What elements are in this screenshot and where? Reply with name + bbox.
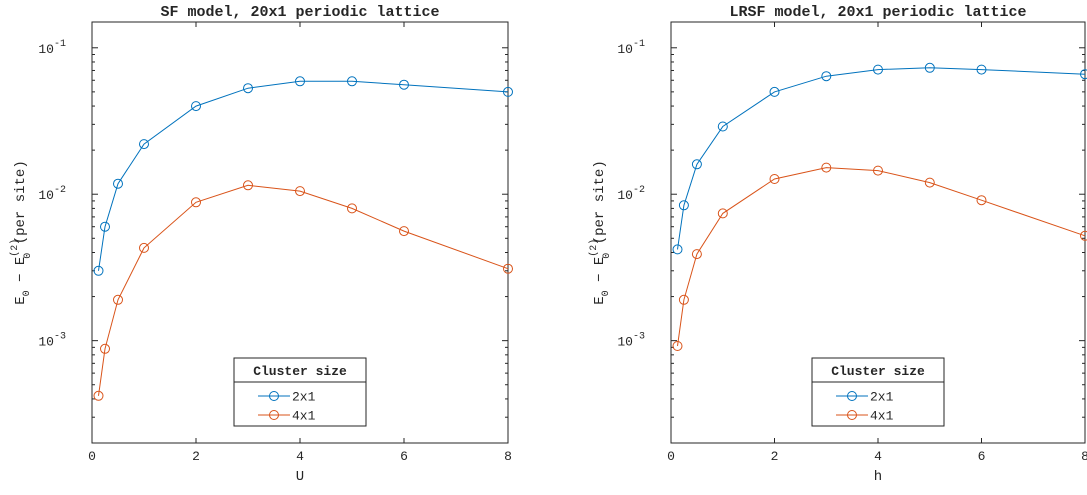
y-tick-label-base: 10: [617, 42, 633, 57]
x-tick-label: 8: [504, 449, 512, 464]
series-line-4x1: [678, 168, 1086, 346]
y-tick-label-base: 10: [38, 335, 54, 350]
legend-entry-label: 2x1: [292, 390, 316, 405]
y-tick-label-base: 10: [617, 188, 633, 203]
legend-title: Cluster size: [831, 364, 925, 379]
y-label-e: E: [592, 296, 608, 304]
series-line-2x1: [99, 81, 509, 270]
y-tick-label: 10-2: [38, 185, 66, 203]
y-label-minus: − E: [13, 257, 29, 291]
y-tick-label: 10-1: [617, 39, 645, 57]
x-tick-label: 0: [667, 449, 675, 464]
x-tick-label: 0: [88, 449, 96, 464]
x-axis-label: h: [874, 469, 882, 485]
y-tick-label-exponent: -3: [54, 332, 66, 343]
y-tick-label: 10-3: [617, 332, 645, 350]
y-label-tail: (per site): [592, 160, 608, 252]
y-tick-label-base: 10: [617, 335, 633, 350]
y-axis-label: E0 − E(2)0 (per site): [9, 160, 34, 304]
legend-entry-label: 4x1: [870, 409, 894, 424]
x-axis-label: U: [296, 469, 304, 485]
x-tick-label: 8: [1081, 449, 1087, 464]
y-axis-label: E0 − E(2)0 (per site): [588, 160, 613, 304]
y-tick-label-base: 10: [38, 42, 54, 57]
y-tick-label-exponent: -3: [633, 332, 645, 343]
legend-entry-label: 2x1: [870, 390, 894, 405]
chart-title: LRSF model, 20x1 periodic lattice: [729, 4, 1026, 21]
series-line-2x1: [678, 68, 1086, 250]
y-tick-label-base: 10: [38, 188, 54, 203]
y-label-minus: − E: [592, 257, 608, 291]
x-tick-label: 4: [874, 449, 882, 464]
y-tick-label-exponent: -1: [633, 39, 645, 50]
legend-title: Cluster size: [253, 364, 347, 379]
y-tick-label: 10-2: [617, 185, 645, 203]
y-tick-label: 10-1: [38, 39, 66, 57]
y-tick-label-exponent: -2: [54, 185, 66, 196]
y-tick-label: 10-3: [38, 332, 66, 350]
x-tick-label: 2: [192, 449, 200, 464]
legend-entry-label: 4x1: [292, 409, 316, 424]
x-tick-label: 2: [771, 449, 779, 464]
chart-title: SF model, 20x1 periodic lattice: [160, 4, 439, 21]
x-tick-label: 4: [296, 449, 304, 464]
y-tick-label-exponent: -2: [633, 185, 645, 196]
y-label-tail: (per site): [13, 160, 29, 252]
x-tick-label: 6: [400, 449, 408, 464]
y-tick-label-exponent: -1: [54, 39, 66, 50]
x-tick-label: 6: [978, 449, 986, 464]
y-label-e: E: [13, 296, 29, 304]
